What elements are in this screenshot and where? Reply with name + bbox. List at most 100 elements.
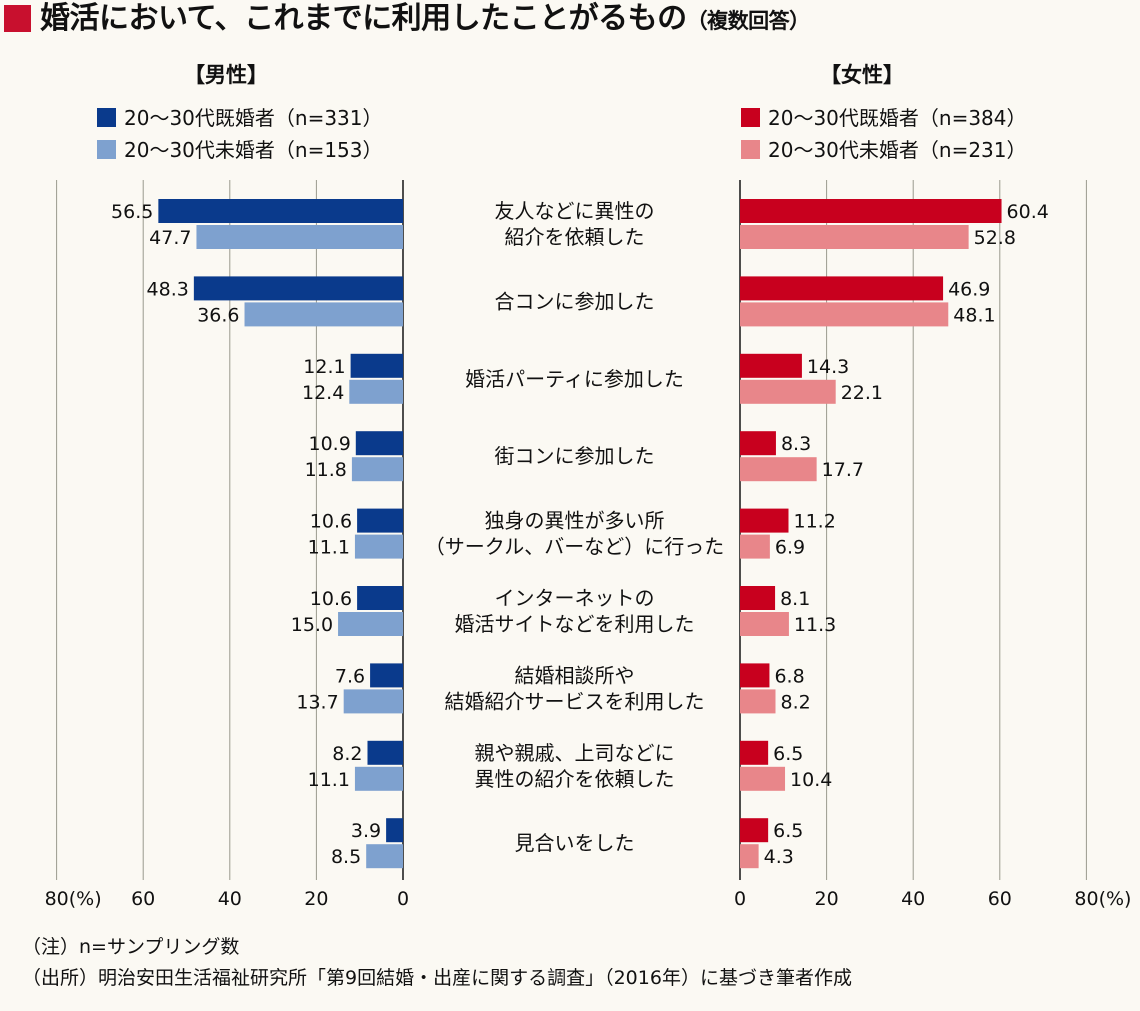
left-panel-label: 【男性】 — [184, 63, 268, 87]
category-label-5-1: 婚活サイトなどを利用した — [455, 612, 695, 636]
right-tick-label-60: 60 — [988, 888, 1012, 910]
left-data-label-s0-c1: 48.3 — [147, 278, 189, 300]
right-tick-label-0: 0 — [734, 888, 746, 910]
left-bar-s1-c2 — [349, 379, 403, 404]
right-data-label-s0-c3: 8.3 — [781, 433, 811, 455]
left-data-label-s1-c1: 36.6 — [197, 304, 239, 326]
left-legend-swatch-1 — [97, 140, 116, 159]
category-label-6-0: 結婚相談所や — [515, 663, 635, 687]
left-data-label-s0-c8: 3.9 — [351, 820, 381, 842]
left-tick-label-80: 80(%) — [45, 888, 102, 910]
right-bar-s1-c5 — [740, 612, 789, 636]
right-bar-s1-c6 — [740, 689, 776, 714]
right-data-label-s0-c4: 11.2 — [793, 511, 835, 533]
left-data-label-s0-c6: 7.6 — [335, 665, 365, 687]
category-label-1-0: 合コンに参加した — [495, 289, 655, 313]
left-data-label-s1-c5: 15.0 — [291, 614, 333, 636]
right-bar-s1-c3 — [740, 457, 817, 482]
right-data-label-s1-c4: 6.9 — [775, 537, 805, 559]
category-label-4-1: （サークル、バーなど）に行った — [425, 535, 724, 559]
right-data-label-s1-c3: 17.7 — [822, 459, 864, 481]
right-bar-s1-c7 — [740, 766, 786, 791]
right-data-label-s1-c6: 8.2 — [781, 691, 811, 713]
right-tick-label-40: 40 — [901, 888, 925, 910]
right-tick-label-80: 80(%) — [1074, 888, 1131, 910]
right-legend-label-0: 20～30代既婚者（n=384） — [768, 106, 1027, 130]
right-panel-label: 【女性】 — [820, 63, 904, 87]
category-label-5-0: インターネットの — [495, 586, 655, 610]
right-bar-s0-c5 — [740, 586, 776, 610]
right-data-label-s1-c8: 4.3 — [764, 846, 794, 868]
left-bar-s1-c0 — [196, 225, 403, 249]
left-tick-label-40: 40 — [218, 888, 242, 910]
left-data-label-s0-c0: 56.5 — [111, 201, 153, 223]
left-data-label-s0-c3: 10.9 — [308, 433, 350, 455]
right-bar-s1-c0 — [740, 225, 969, 249]
category-label-0-0: 友人などに異性の — [495, 199, 655, 223]
left-data-label-s0-c5: 10.6 — [310, 588, 352, 610]
left-bar-s0-c0 — [158, 199, 403, 223]
left-data-label-s1-c0: 47.7 — [149, 227, 191, 249]
right-bar-s0-c4 — [740, 508, 789, 533]
right-data-label-s1-c1: 48.1 — [953, 304, 995, 326]
right-bar-s1-c2 — [740, 379, 836, 404]
footer-source: （出所）明治安田生活福祉研究所「第9回結婚・出産に関する調査」（2016年）に基… — [22, 967, 852, 989]
left-tick-label-0: 0 — [397, 888, 409, 910]
right-bar-s0-c8 — [740, 818, 769, 843]
right-bar-s1-c8 — [740, 844, 759, 869]
right-bar-s1-c1 — [740, 302, 949, 327]
right-data-label-s0-c1: 46.9 — [948, 278, 990, 300]
left-tick-label-20: 20 — [304, 888, 328, 910]
category-label-7-0: 親や親戚、上司などに — [475, 741, 675, 765]
left-data-label-s0-c2: 12.1 — [303, 356, 345, 378]
left-tick-label-60: 60 — [131, 888, 155, 910]
left-data-label-s1-c7: 11.1 — [308, 769, 350, 791]
left-bar-s1-c4 — [354, 534, 403, 559]
left-bar-s1-c8 — [366, 844, 403, 869]
right-data-label-s0-c2: 14.3 — [807, 356, 849, 378]
left-bar-s1-c5 — [338, 612, 403, 636]
right-legend-swatch-0 — [741, 108, 760, 127]
right-data-label-s0-c8: 6.5 — [773, 820, 803, 842]
left-bar-s0-c8 — [386, 818, 403, 843]
left-bar-s1-c1 — [244, 302, 403, 327]
right-data-label-s0-c0: 60.4 — [1007, 201, 1049, 223]
right-bar-s0-c6 — [740, 663, 770, 688]
right-data-label-s0-c6: 6.8 — [774, 665, 804, 687]
category-label-4-0: 独身の異性が多い所 — [485, 509, 665, 533]
footer-note: （注）n=サンプリング数 — [22, 936, 240, 958]
back-to-back-bar-chart: 0 20 40 60 80(%) 0 20 40 60 80(%) 【男性】 20～30代既婚者（n=… — [45, 63, 1132, 910]
left-bar-s0-c3 — [355, 431, 403, 456]
right-data-label-s1-c5: 11.3 — [794, 614, 836, 636]
left-bar-s0-c7 — [367, 740, 403, 765]
chart-title-main: 婚活において、これまでに利用したことがるもの — [40, 1, 687, 36]
left-data-label-s1-c2: 12.4 — [302, 382, 344, 404]
chart-title-note: （複数回答） — [686, 9, 811, 33]
category-label-7-1: 異性の紹介を依頼した — [475, 767, 675, 791]
chart-title: 婚活において、これまでに利用したことがるもの（複数回答） — [40, 0, 810, 40]
category-label-6-1: 結婚紹介サービスを利用した — [445, 689, 705, 713]
left-bar-s0-c5 — [357, 586, 403, 610]
left-data-label-s1-c4: 11.1 — [308, 537, 350, 559]
right-legend-swatch-1 — [741, 140, 760, 159]
right-data-label-s0-c7: 6.5 — [773, 743, 803, 765]
category-label-0-1: 紹介を依頼した — [505, 225, 645, 249]
right-data-label-s1-c7: 10.4 — [790, 769, 832, 791]
left-bar-s1-c6 — [343, 689, 403, 714]
left-data-label-s1-c8: 8.5 — [331, 846, 361, 868]
left-legend-swatch-0 — [97, 108, 116, 127]
left-bar-s0-c1 — [193, 276, 403, 301]
category-label-2-0: 婚活パーティに参加した — [465, 367, 684, 391]
left-legend-label-0: 20～30代既婚者（n=331） — [124, 106, 383, 130]
category-label-3-0: 街コンに参加した — [495, 444, 655, 468]
category-label-8-0: 見合いをした — [515, 831, 635, 855]
left-bar-s1-c3 — [351, 457, 403, 482]
left-bar-s0-c4 — [357, 508, 403, 533]
left-data-label-s0-c7: 8.2 — [332, 743, 362, 765]
left-legend-label-1: 20～30代未婚者（n=153） — [124, 138, 383, 162]
left-data-label-s1-c3: 11.8 — [305, 459, 347, 481]
right-data-label-s1-c0: 52.8 — [974, 227, 1016, 249]
left-bar-s1-c7 — [354, 766, 403, 791]
right-data-label-s0-c5: 8.1 — [780, 588, 810, 610]
title-bar: 婚活において、これまでに利用したことがるもの（複数回答） — [0, 0, 1140, 48]
